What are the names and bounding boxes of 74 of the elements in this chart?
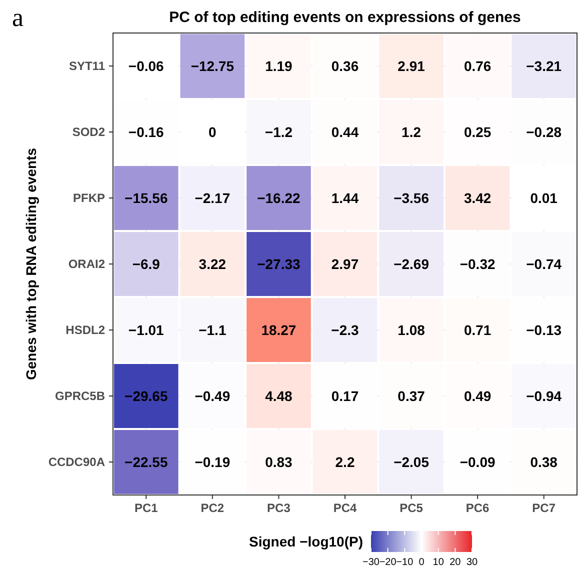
x-tick-label: PC3 — [267, 501, 291, 515]
data-label: −22.55 — [124, 454, 168, 470]
data-label: −2.05 — [394, 454, 430, 470]
data-label: 1.08 — [398, 322, 426, 338]
color-bar-title: Signed −log10(P) — [249, 533, 363, 550]
y-tick-label: CCDC90A — [48, 455, 106, 470]
data-label: 3.22 — [198, 256, 226, 272]
data-label: 18.27 — [261, 322, 296, 338]
data-label: 0.71 — [464, 322, 492, 338]
data-label: 0.38 — [530, 454, 558, 470]
data-label: 1.44 — [331, 190, 359, 206]
y-tick-label: SOD2 — [72, 125, 106, 140]
data-label: −1.2 — [264, 124, 293, 140]
y-tick-label: ORAI2 — [68, 257, 106, 272]
data-label: 0.83 — [265, 454, 293, 470]
data-label: 0.44 — [331, 124, 359, 140]
data-label: 2.2 — [335, 454, 355, 470]
data-label: −0.94 — [526, 388, 562, 404]
chart-title: PC of top editing events on expressions of genes — [169, 9, 521, 26]
data-label: 0.76 — [464, 58, 492, 74]
data-label: −2.17 — [194, 190, 230, 206]
data-label: 0.01 — [530, 190, 558, 206]
data-label: −6.9 — [132, 256, 160, 272]
data-label: −0.09 — [460, 454, 496, 470]
data-label: −12.75 — [190, 58, 234, 74]
data-label: −0.06 — [128, 58, 164, 74]
x-tick-label: PC7 — [532, 501, 556, 515]
color-bar-label: 0 — [418, 557, 425, 568]
data-label: −0.74 — [526, 256, 562, 272]
x-tick-label: PC5 — [400, 501, 424, 515]
data-label: 1.19 — [265, 58, 293, 74]
data-label: −1.1 — [198, 322, 226, 338]
color-bar-label: −20 — [379, 557, 397, 568]
data-label: −15.56 — [124, 190, 168, 206]
x-tick-label: PC6 — [466, 501, 490, 515]
data-label: 0.25 — [464, 124, 492, 140]
data-label: 0.36 — [331, 58, 359, 74]
data-label: 0 — [208, 124, 217, 140]
color-bar-label: 20 — [450, 557, 462, 568]
data-label: −0.49 — [194, 388, 230, 404]
y-tick-label: PFKP — [72, 191, 105, 206]
data-label: −2.69 — [394, 256, 430, 272]
data-label: 0.49 — [464, 388, 492, 404]
color-bar-label: 30 — [466, 557, 478, 568]
data-label: −0.19 — [194, 454, 230, 470]
data-label: −2.3 — [331, 322, 360, 338]
data-label: 0.17 — [331, 388, 359, 404]
color-bar-label: 10 — [432, 557, 444, 568]
data-label: −27.33 — [257, 256, 301, 272]
data-label: −0.32 — [460, 256, 496, 272]
data-label: 4.48 — [265, 388, 293, 404]
data-label: 3.42 — [464, 190, 492, 206]
y-tick-label: SYT11 — [68, 59, 106, 74]
data-label: 2.97 — [331, 256, 359, 272]
color-bar-label: −10 — [396, 557, 414, 568]
data-label: −16.22 — [257, 190, 301, 206]
x-tick-label: PC1 — [134, 501, 158, 515]
data-label: −0.13 — [526, 322, 562, 338]
data-label: −1.01 — [128, 322, 164, 338]
data-label: 2.91 — [398, 58, 426, 74]
y-axis-title: Genes with top RNA editing events — [23, 148, 39, 380]
data-label: −29.65 — [124, 388, 168, 404]
data-label: −3.21 — [526, 58, 562, 74]
x-tick-label: PC4 — [333, 501, 357, 515]
x-tick-label: PC2 — [200, 501, 224, 515]
text: a — [12, 3, 24, 32]
data-label: −0.28 — [526, 124, 562, 140]
data-label: −3.56 — [394, 190, 430, 206]
y-tick-label: GPRC5B — [54, 389, 106, 404]
y-tick-label: HSDL2 — [66, 323, 106, 338]
data-label: 1.2 — [402, 124, 422, 140]
data-label: 0.37 — [398, 388, 426, 404]
data-label: −0.16 — [128, 124, 164, 140]
color-bar-label: −30 — [362, 557, 380, 568]
